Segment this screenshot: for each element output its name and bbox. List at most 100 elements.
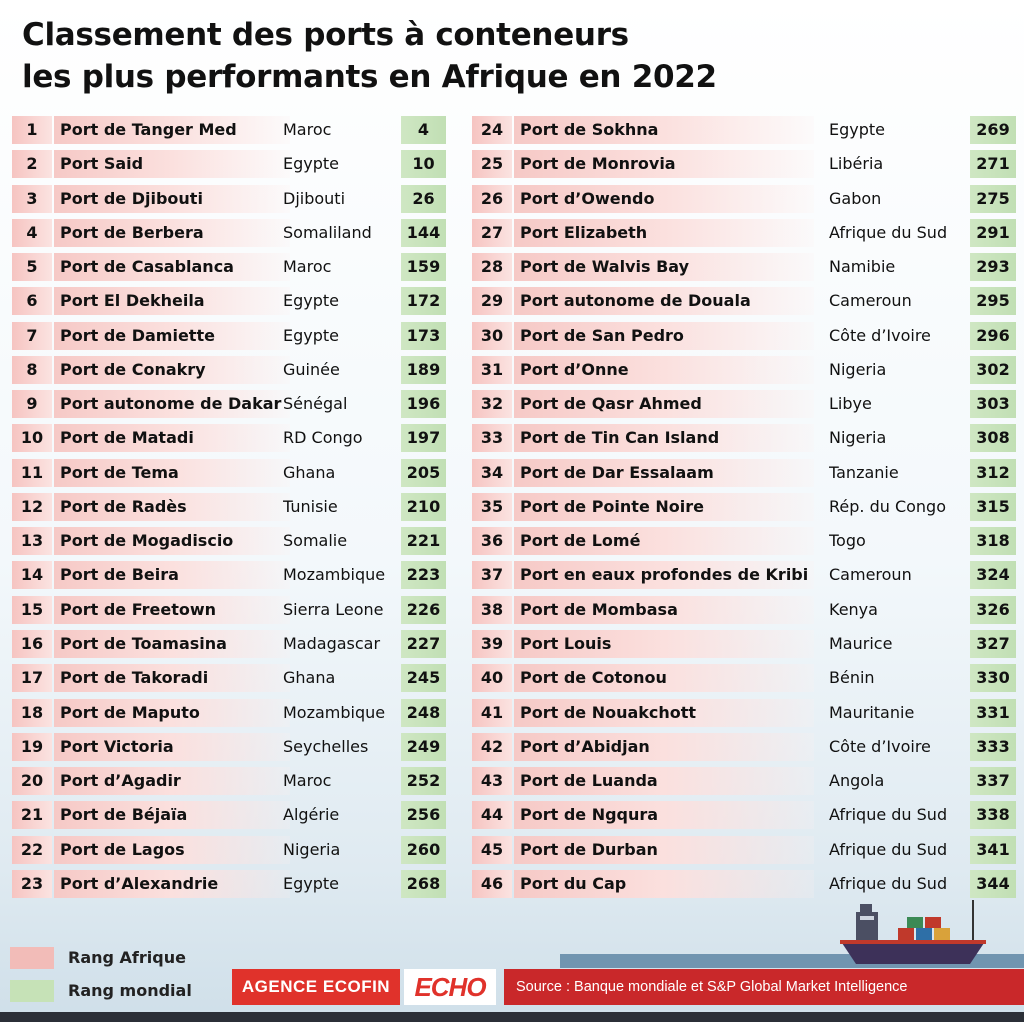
port-name-cell: Port El Dekheila — [54, 287, 290, 316]
rank-world-cell: 223 — [401, 561, 446, 590]
table-row: 29 Port autonome de Douala Cameroun 295 — [472, 287, 1016, 316]
rank-africa-cell: 11 — [12, 458, 52, 487]
port-name-cell: Port de Mombasa — [514, 595, 814, 624]
table-row: 38 Port de Mombasa Kenya 326 — [472, 595, 1016, 624]
rank-world-cell: 337 — [970, 767, 1016, 796]
table-row: 16 Port de Toamasina Madagascar 227 — [12, 629, 446, 658]
rank-africa-cell: 23 — [12, 869, 52, 898]
port-name-cell: Port de Sokhna — [514, 116, 814, 144]
country-cell: Guinée — [283, 359, 340, 379]
rank-africa-cell: 46 — [472, 869, 512, 898]
rank-world-cell: 210 — [401, 492, 446, 521]
country-cell: Libye — [829, 394, 872, 414]
rank-africa-cell: 41 — [472, 698, 512, 727]
table-row: 37 Port en eaux profondes de Kribi Camerou… — [472, 561, 1016, 590]
table-row: 40 Port de Cotonou Bénin 330 — [472, 664, 1016, 693]
port-name-cell: Port d’Owendo — [514, 184, 814, 213]
table-row: 26 Port d’Owendo Gabon 275 — [472, 184, 1016, 213]
port-name-cell: Port de Lomé — [514, 527, 814, 556]
rank-world-cell: 271 — [970, 150, 1016, 179]
rank-world-cell: 296 — [970, 321, 1016, 350]
country-cell: Madagascar — [283, 633, 381, 653]
table-row: 25 Port de Monrovia Libéria 271 — [472, 150, 1016, 179]
agence-ecofin-logo: AGENCE ECOFIN — [232, 969, 400, 1005]
table-row: 30 Port de San Pedro Côte d’Ivoire 296 — [472, 321, 1016, 350]
port-name-cell: Port de Ngqura — [514, 801, 814, 830]
port-name-cell: Port de Pointe Noire — [514, 492, 814, 521]
rank-world-cell: 268 — [401, 869, 446, 898]
port-name-cell: Port de Takoradi — [54, 664, 290, 693]
rank-world-cell: 318 — [970, 527, 1016, 556]
rank-africa-cell: 32 — [472, 390, 512, 419]
rank-africa-cell: 5 — [12, 253, 52, 282]
rank-africa-cell: 16 — [12, 629, 52, 658]
country-cell: RD Congo — [283, 428, 363, 448]
table-row: 33 Port de Tin Can Island Nigeria 308 — [472, 424, 1016, 453]
port-name-cell: Port du Cap — [514, 869, 814, 898]
rank-africa-cell: 45 — [472, 835, 512, 864]
country-cell: Egypte — [283, 873, 340, 893]
country-cell: Egypte — [283, 291, 340, 311]
port-name-cell: Port de Maputo — [54, 698, 290, 727]
table-row: 32 Port de Qasr Ahmed Libye 303 — [472, 390, 1016, 419]
rank-world-cell: 256 — [401, 801, 446, 830]
table-row: 15 Port de Freetown Sierra Leone 226 — [12, 595, 446, 624]
rank-africa-cell: 40 — [472, 664, 512, 693]
rank-world-cell: 260 — [401, 835, 446, 864]
rank-world-cell: 205 — [401, 458, 446, 487]
country-cell: Sénégal — [283, 394, 348, 414]
country-cell: Côte d’Ivoire — [829, 736, 931, 756]
country-cell: Sierra Leone — [283, 599, 384, 619]
country-cell: Nigeria — [283, 839, 341, 859]
port-name-cell: Port de Dar Essalaam — [514, 458, 814, 487]
rank-africa-cell: 36 — [472, 527, 512, 556]
table-row: 17 Port de Takoradi Ghana 245 — [12, 664, 446, 693]
title-line-2: les plus performants en Afrique en 2022 — [22, 59, 717, 95]
source-note: Source : Banque mondiale et S&P Global M… — [504, 969, 1024, 1005]
table-row: 45 Port de Durban Afrique du Sud 341 — [472, 835, 1016, 864]
table-row: 9 Port autonome de Dakar Sénégal 196 — [12, 390, 446, 419]
rank-africa-cell: 24 — [472, 116, 512, 144]
table-row: 27 Port Elizabeth Afrique du Sud 291 — [472, 218, 1016, 247]
rank-world-cell: 327 — [970, 629, 1016, 658]
rank-africa-cell: 4 — [12, 218, 52, 247]
table-row: 12 Port de Radès Tunisie 210 — [12, 492, 446, 521]
table-row: 2 Port Said Egypte 10 — [12, 150, 446, 179]
country-cell: Togo — [829, 531, 866, 551]
table-row: 23 Port d’Alexandrie Egypte 268 — [12, 869, 446, 898]
rank-world-cell: 4 — [401, 116, 446, 144]
legend-swatch-rang-mondial — [10, 980, 54, 1002]
table-row: 11 Port de Tema Ghana 205 — [12, 458, 446, 487]
port-name-cell: Port de Tema — [54, 458, 290, 487]
table-row: 6 Port El Dekheila Egypte 172 — [12, 287, 446, 316]
country-cell: Somaliland — [283, 222, 372, 242]
rank-africa-cell: 21 — [12, 801, 52, 830]
rank-world-cell: 293 — [970, 253, 1016, 282]
rank-africa-cell: 6 — [12, 287, 52, 316]
table-row: 19 Port Victoria Seychelles 249 — [12, 732, 446, 761]
page-title: Classement des ports à conteneurs les pl… — [22, 14, 717, 98]
rank-world-cell: 302 — [970, 355, 1016, 384]
rank-africa-cell: 10 — [12, 424, 52, 453]
rank-africa-cell: 13 — [12, 527, 52, 556]
port-name-cell: Port de Toamasina — [54, 629, 290, 658]
port-name-cell: Port d’Alexandrie — [54, 869, 290, 898]
country-cell: Côte d’Ivoire — [829, 325, 931, 345]
country-cell: Ghana — [283, 668, 336, 688]
table-row: 10 Port de Matadi RD Congo 197 — [12, 424, 446, 453]
rank-world-cell: 197 — [401, 424, 446, 453]
country-cell: Ghana — [283, 462, 336, 482]
table-row: 4 Port de Berbera Somaliland 144 — [12, 218, 446, 247]
country-cell: Cameroun — [829, 565, 912, 585]
port-name-cell: Port d’Agadir — [54, 767, 290, 796]
country-cell: Namibie — [829, 257, 896, 277]
rank-africa-cell: 20 — [12, 767, 52, 796]
port-name-cell: Port de Lagos — [54, 835, 290, 864]
rank-world-cell: 308 — [970, 424, 1016, 453]
table-row: 34 Port de Dar Essalaam Tanzanie 312 — [472, 458, 1016, 487]
port-name-cell: Port d’Onne — [514, 355, 814, 384]
cargo-ship-icon — [840, 900, 986, 964]
rank-world-cell: 159 — [401, 253, 446, 282]
rank-africa-cell: 19 — [12, 732, 52, 761]
rank-africa-cell: 38 — [472, 595, 512, 624]
